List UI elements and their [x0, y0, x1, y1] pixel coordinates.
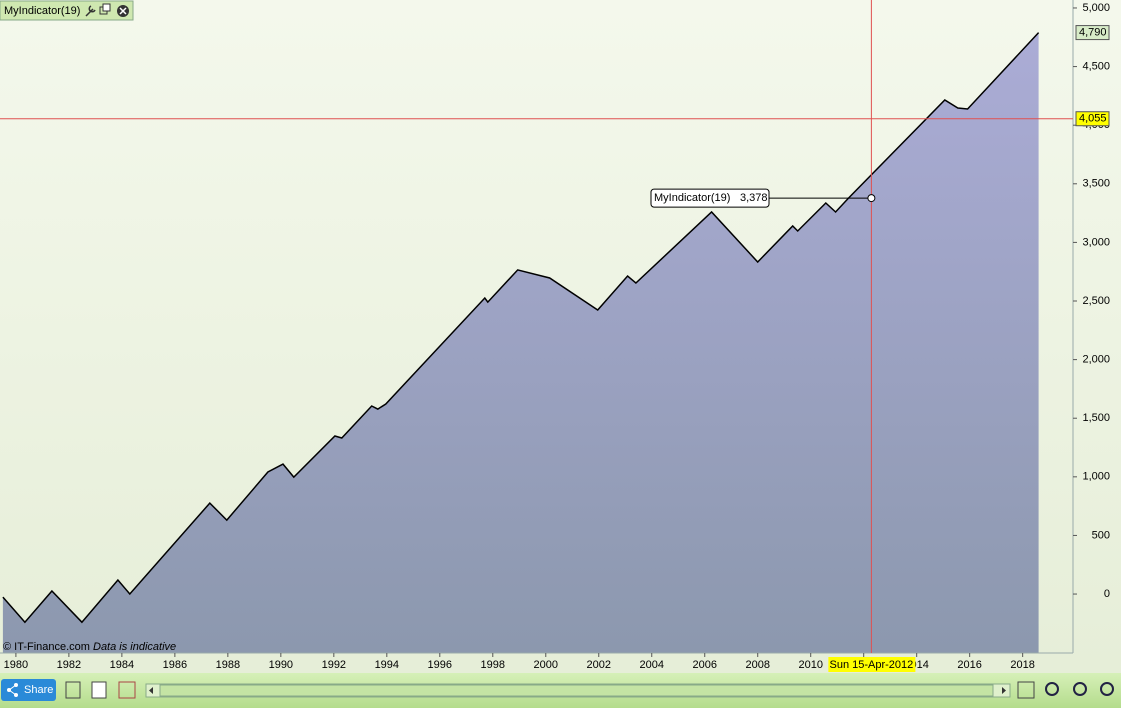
x-tick-label: 1984 — [110, 659, 134, 671]
x-tick-label: 1992 — [322, 659, 346, 671]
y-tick-label: 3,500 — [1082, 178, 1110, 190]
x-tick-label: 1996 — [428, 659, 452, 671]
x-tick-label: 1980 — [4, 659, 28, 671]
tooltip-box — [650, 188, 770, 208]
tooltip-point — [867, 194, 876, 203]
y-tick-label: 4,500 — [1082, 60, 1110, 72]
x-tick-label: 2002 — [587, 659, 611, 671]
x-tick-label: 1998 — [481, 659, 505, 671]
y-tick-label: 3,000 — [1082, 236, 1110, 248]
tool-icon[interactable] — [1017, 681, 1035, 699]
zoom-icon[interactable] — [1045, 682, 1059, 696]
tool-icon[interactable] — [91, 681, 107, 699]
tooltip-value: 3,378 — [740, 192, 768, 204]
tooltip-name: MyIndicator(19) — [654, 192, 730, 204]
share-label: Share — [24, 684, 53, 696]
y-tick-label: 2,000 — [1082, 354, 1110, 366]
x-tick-label: 1988 — [216, 659, 240, 671]
tool-icon[interactable] — [118, 681, 136, 699]
settings-icon[interactable] — [85, 5, 96, 17]
x-tick-label: 1982 — [57, 659, 81, 671]
area — [2, 32, 1039, 654]
y-tick-label: 500 — [1092, 529, 1110, 541]
x-tick-label: 2008 — [745, 659, 769, 671]
scrollbar-thumb[interactable] — [159, 684, 994, 697]
x-tick-label: 1990 — [269, 659, 293, 671]
last-value-label: 4,790 — [1079, 26, 1107, 38]
y-tick-label: 1,000 — [1082, 471, 1110, 483]
crosshair-y-label: 4,055 — [1079, 113, 1107, 125]
x-tick-label: 2006 — [692, 659, 716, 671]
x-tick-label: 2004 — [640, 659, 664, 671]
legend-label: MyIndicator(19) — [4, 5, 80, 17]
y-tick-label: 1,500 — [1082, 412, 1110, 424]
copyright: © IT-Finance.com — [3, 641, 90, 653]
x-tick-label: 2018 — [1010, 659, 1034, 671]
y-tick-label: 0 — [1104, 588, 1110, 600]
tool-icon[interactable] — [65, 681, 81, 699]
x-tick-label: 1994 — [375, 659, 399, 671]
close-icon — [119, 7, 127, 15]
line — [2, 32, 1040, 624]
share-icon — [8, 684, 17, 696]
crosshair-x-box — [828, 657, 916, 672]
crosshair-y-box — [1075, 111, 1110, 127]
zoom-in-icon[interactable] — [1100, 682, 1114, 696]
last-value-box — [1075, 25, 1110, 41]
x-tick-label: 2000 — [534, 659, 558, 671]
x-tick-label: 2016 — [957, 659, 981, 671]
y-tick-label: 5,000 — [1082, 2, 1110, 14]
zoom-out-icon[interactable] — [1073, 682, 1087, 696]
crosshair-x-label: Sun 15-Apr-2012 — [829, 659, 913, 671]
y-tick-label: 2,500 — [1082, 295, 1110, 307]
x-tick-label: 1986 — [163, 659, 187, 671]
footer-note: Data is indicative — [93, 641, 176, 653]
x-tick-label: 2010 — [798, 659, 822, 671]
legend-box[interactable] — [0, 0, 134, 21]
window-icon[interactable] — [102, 3, 111, 12]
